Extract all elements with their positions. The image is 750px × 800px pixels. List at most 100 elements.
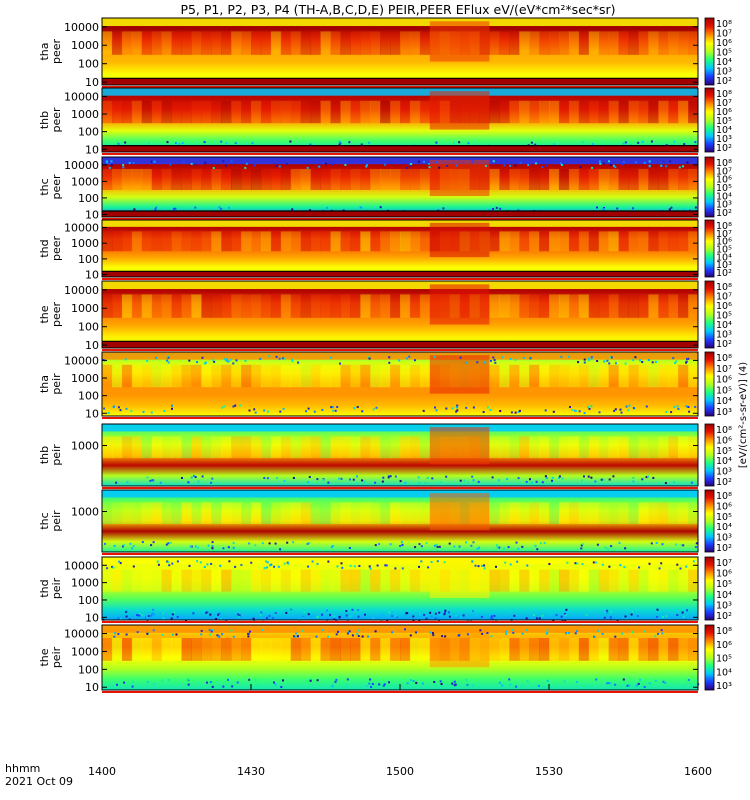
flux-streak [658, 100, 669, 124]
noise-speckle [521, 632, 524, 635]
noise-speckle [694, 546, 697, 548]
flux-streak [400, 364, 411, 388]
colorbar-tick-label: 10⁶ [716, 569, 732, 580]
colorbar-tick-label: 10⁸ [716, 626, 732, 637]
noise-speckle [356, 406, 359, 408]
flux-streak [260, 31, 272, 55]
noise-speckle [270, 563, 273, 566]
flux-streak [390, 169, 401, 190]
noise-speckle [332, 544, 335, 547]
flux-streak [519, 169, 530, 190]
noise-speckle [188, 564, 191, 567]
noise-speckle [171, 407, 173, 410]
noise-speckle [483, 564, 486, 567]
flux-streak [300, 364, 312, 388]
noise-speckle [357, 629, 360, 632]
flux-streak [648, 31, 659, 55]
noise-speckle [545, 164, 548, 167]
noise-speckle [598, 411, 601, 414]
flux-streak [400, 502, 411, 525]
flux-streak [578, 100, 590, 124]
noise-speckle [152, 629, 155, 632]
flux-streak [270, 294, 282, 318]
noise-speckle [229, 358, 232, 361]
flux-streak [509, 569, 520, 592]
noise-speckle [409, 634, 412, 637]
noise-speckle [496, 546, 499, 549]
noise-speckle [383, 683, 386, 686]
noise-speckle [167, 356, 170, 359]
noise-speckle [481, 564, 483, 567]
noise-speckle [313, 410, 316, 413]
panel-separator [102, 621, 698, 623]
noise-speckle [197, 480, 200, 483]
noise-speckle [378, 543, 381, 546]
panel-frame [101, 351, 699, 417]
flux-streak [161, 638, 172, 661]
noise-speckle [578, 410, 581, 413]
panel-frame [101, 156, 699, 218]
panel-frame [101, 423, 699, 487]
noise-speckle [565, 632, 567, 635]
noise-speckle [636, 615, 639, 617]
noise-speckle [337, 630, 339, 633]
flux-streak [370, 31, 381, 55]
noise-speckle [412, 615, 415, 618]
flux-streak [151, 638, 163, 661]
noise-speckle [400, 540, 403, 543]
noise-speckle [275, 355, 278, 358]
noise-speckle [401, 567, 404, 570]
noise-speckle [275, 164, 278, 167]
flux-streak [618, 31, 629, 55]
noise-speckle [606, 612, 609, 614]
flux-streak [191, 31, 202, 55]
x-corner-label-date: 2021 Oct 09 [5, 775, 73, 788]
high-energy-strip [102, 490, 698, 498]
noise-speckle [609, 616, 612, 618]
flux-streak [668, 638, 679, 661]
noise-speckle [551, 479, 553, 482]
noise-speckle [316, 478, 319, 481]
noise-speckle [152, 682, 155, 685]
flux-streak [618, 364, 629, 388]
flux-streak [260, 569, 272, 592]
noise-speckle [525, 617, 528, 620]
noise-speckle [609, 617, 612, 620]
noise-speckle [448, 542, 451, 545]
noise-speckle [406, 357, 408, 360]
colorbar-tick-label: 10⁷ [716, 364, 732, 375]
flux-streak [171, 294, 182, 318]
noise-speckle [591, 143, 594, 146]
noise-speckle [560, 615, 563, 618]
noise-speckle [664, 681, 667, 684]
noise-speckle [209, 613, 212, 616]
flux-streak [360, 502, 371, 525]
noise-speckle [329, 356, 332, 359]
flux-streak [409, 502, 421, 525]
flux-streak [608, 31, 619, 55]
noise-speckle [174, 142, 177, 145]
flux-streak [102, 294, 113, 318]
flux-streak [310, 31, 321, 55]
flux-streak [509, 436, 520, 459]
noise-speckle [602, 162, 605, 165]
noise-speckle [336, 565, 339, 568]
noise-speckle [505, 630, 508, 633]
high-energy-strip [102, 157, 698, 165]
disturbance-region [429, 21, 490, 62]
flux-streak [131, 294, 143, 318]
noise-speckle [453, 684, 456, 687]
flux-streak [290, 569, 302, 592]
noise-speckle [635, 684, 638, 687]
noise-speckle [330, 546, 333, 548]
flux-streak [290, 100, 302, 124]
flux-streak [370, 169, 381, 190]
noise-speckle [648, 165, 651, 168]
noise-speckle [543, 686, 546, 688]
noise-speckle [451, 682, 454, 685]
noise-speckle [365, 165, 368, 168]
high-energy-strip [102, 352, 698, 360]
flux-streak [688, 169, 699, 190]
flux-streak [370, 569, 381, 592]
